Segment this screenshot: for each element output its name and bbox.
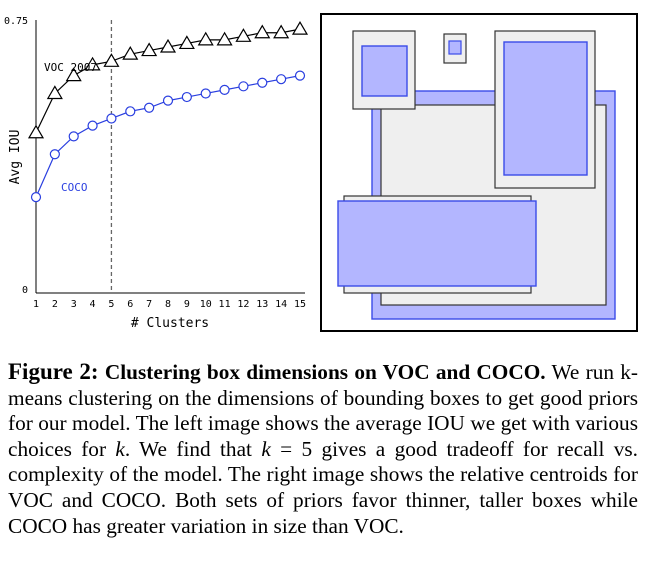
x-tick-label: 9 [184,299,190,310]
voc-point [103,53,120,67]
series-voc-2007 [27,20,309,139]
voc-point [159,38,177,53]
coco-point [276,74,287,85]
caption-equation: = 5 [270,436,313,461]
coco-centroid-tall [503,41,588,176]
voc-point [291,20,309,35]
x-tick-label: 3 [71,299,77,310]
x-tick-label: 4 [90,299,96,310]
voc-point [65,67,82,82]
coco-point [181,91,192,103]
caption-k-1: k [115,436,125,461]
x-tick-label: 15 [294,299,306,310]
coco-point [106,113,117,124]
coco-point [30,191,42,203]
x-tick-labels: 1 2 3 4 5 6 7 8 9 10 11 12 13 14 15 [33,299,306,310]
legend-voc-label: VOC 2007 [44,61,97,74]
chart-axes [35,20,305,294]
coco-point [200,88,211,99]
y-axis-label: Avg IOU [8,130,23,185]
coco-centroid-small [448,40,462,55]
caption-text-2: . We find that [124,436,262,461]
coco-point [162,95,174,106]
coco-centroid-medium [361,45,408,97]
voc-point [46,85,63,100]
coco-point [87,120,98,131]
x-tick-label: 1 [33,299,39,310]
x-tick-label: 13 [256,299,268,310]
coco-point [294,70,306,81]
voc-point [122,45,139,60]
caption-k-2: k [261,436,271,461]
y-tick-zero: 0 [22,285,28,296]
voc-point [254,24,271,39]
avg-iou-chart: 0.75 0 Avg IOU # Clusters 1 2 3 4 5 6 7 8 9 10 11 1… [4,16,309,331]
coco-point [238,81,249,92]
x-tick-label: 12 [237,299,249,310]
coco-point [125,106,136,117]
series-coco [30,70,306,203]
x-tick-label: 5 [108,299,114,310]
coco-point [68,131,79,142]
voc-point [84,56,101,71]
coco-point [49,149,60,160]
x-tick-label: 7 [146,299,152,310]
x-tick-label: 6 [127,299,133,310]
coco-point [144,102,155,113]
coco-point [257,77,268,88]
x-tick-label: 11 [219,299,231,310]
voc-point [216,31,233,46]
voc-point [235,28,252,42]
figure-label: Figure 2: [8,359,99,384]
y-tick-top: 0.75 [4,16,28,27]
caption-text-3: gives a good tradeoff for recall vs. com… [8,436,639,538]
figure-title: Clustering box dimensions on VOC and COC… [104,360,546,384]
voc-point [273,24,290,39]
x-tick-label: 10 [200,299,212,310]
coco-centroid-wide [337,200,537,287]
figure-caption: Figure 2: Clustering box dimensions on V… [8,359,638,539]
coco-point [219,84,230,95]
voc-point [178,35,195,50]
voc-point [197,31,214,46]
voc-point [27,124,45,139]
x-tick-label: 2 [52,299,58,310]
caption-text-1: We run k-means clustering on the dimensi… [8,360,638,461]
cluster-centroids-figure [320,13,638,332]
voc-point [141,42,158,57]
legend-coco-label: COCO [61,181,88,194]
x-tick-label: 14 [275,299,287,310]
x-axis-label: # Clusters [131,316,209,331]
x-tick-label: 8 [165,299,171,310]
